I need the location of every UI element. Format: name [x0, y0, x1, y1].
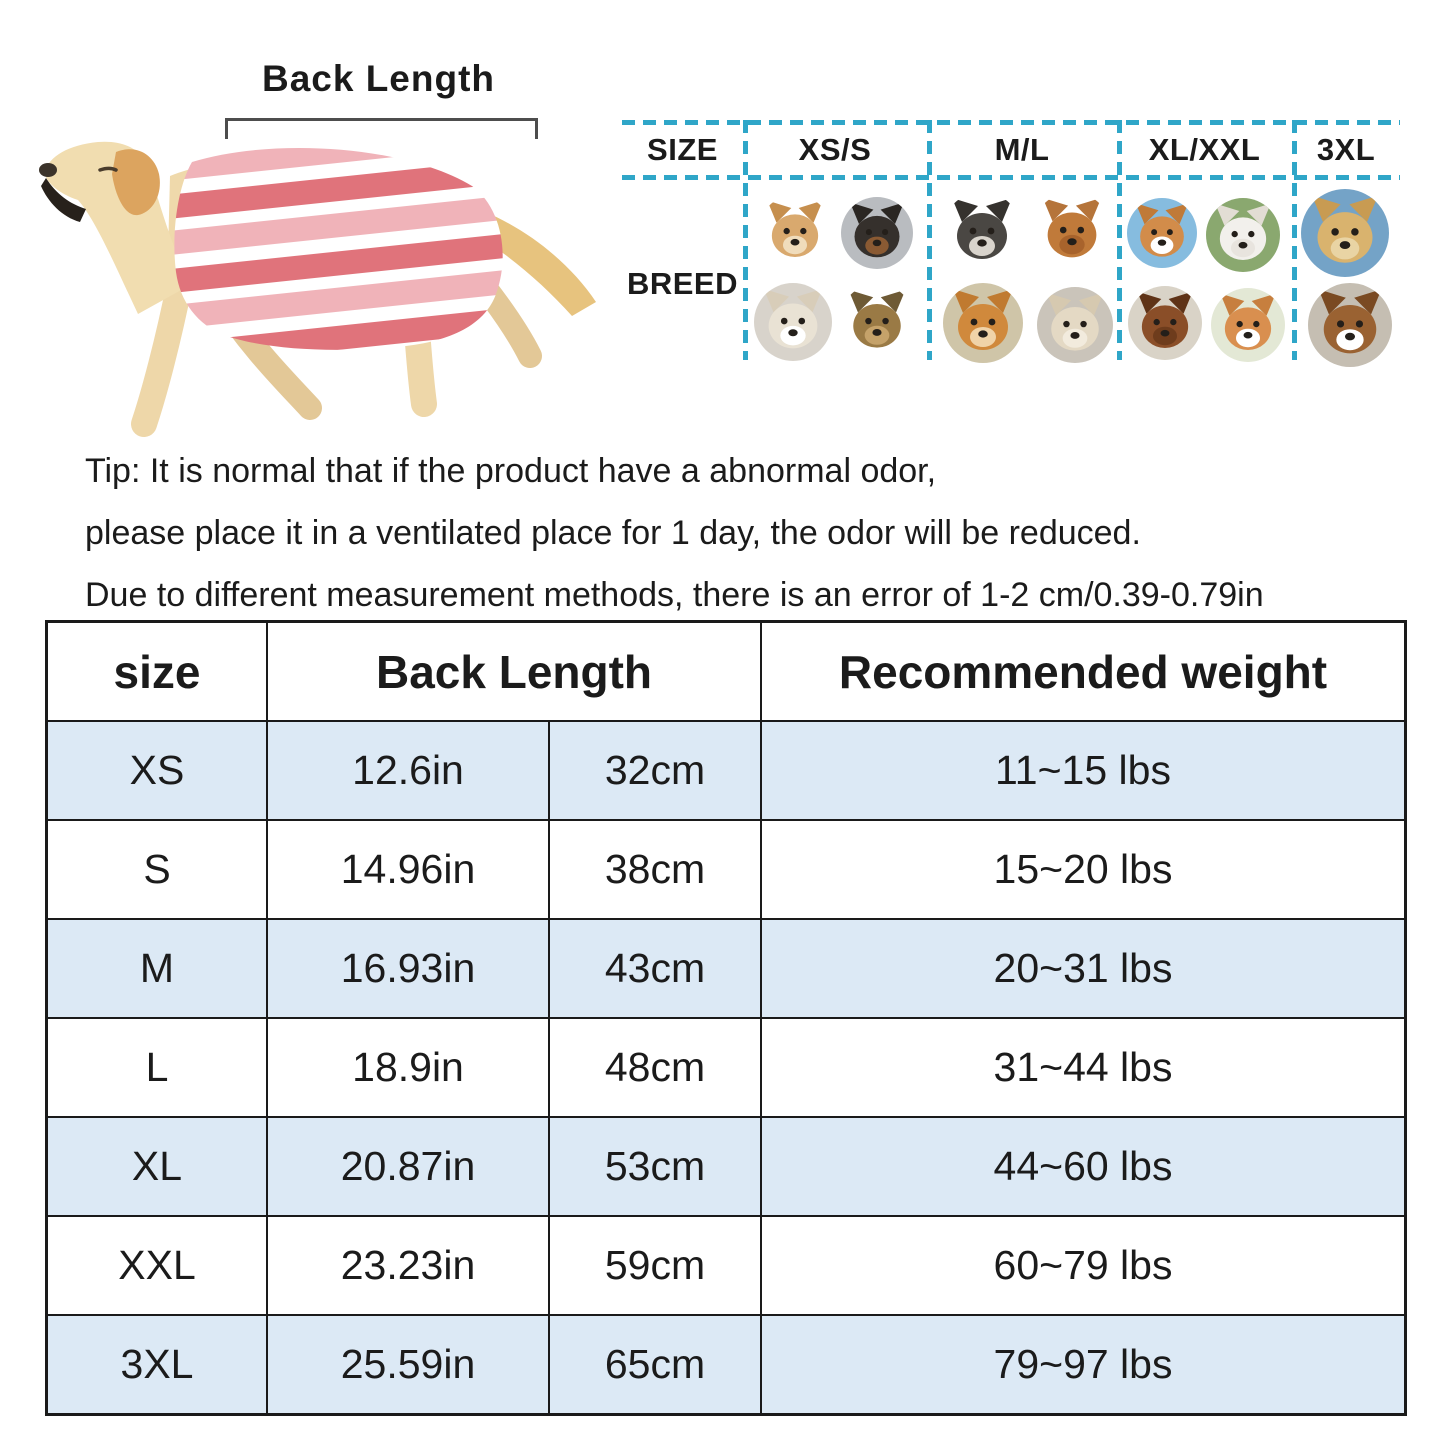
- breed-photo-corgi: [1127, 198, 1197, 268]
- weight-cell: 60~79 lbs: [760, 1217, 1404, 1314]
- back-length-cm-cell: 53cm: [548, 1118, 760, 1215]
- size-table-row-3xl: 3XL 25.59in 65cm 79~97 lbs: [48, 1314, 1404, 1413]
- size-table-header-row: size Back Length Recommended weight: [48, 623, 1404, 720]
- breed-photo-dachshund: [1128, 286, 1202, 360]
- breed-photo-rough-collie: [1308, 283, 1392, 367]
- dog-head: [44, 141, 192, 314]
- back-length-measurement-bracket: [225, 118, 538, 139]
- weight-cell: 31~44 lbs: [760, 1019, 1404, 1116]
- size-table-row-m: M 16.93in 43cm 20~31 lbs: [48, 918, 1404, 1017]
- size-table: size Back Length Recommended weight XS 1…: [45, 620, 1407, 1416]
- tip-line-2: please place it in a ventilated place fo…: [85, 514, 1141, 552]
- breed-table-divider-2: [927, 120, 932, 360]
- back-length-in-cell: 12.6in: [266, 722, 548, 819]
- size-table-row-xxl: XXL 23.23in 59cm 60~79 lbs: [48, 1215, 1404, 1314]
- back-length-cm-cell: 32cm: [548, 722, 760, 819]
- breed-table-divider-1: [743, 120, 748, 360]
- size-cell: S: [143, 846, 171, 892]
- product-dog-photo: [39, 141, 596, 437]
- size-table-row-l: L 18.9in 48cm 31~44 lbs: [48, 1017, 1404, 1116]
- back-length-cm-cell: 38cm: [548, 821, 760, 918]
- back-length-cm-cell: 65cm: [548, 1316, 760, 1413]
- tip-text: Tip: It is normal that if the product ha…: [85, 440, 1264, 626]
- size-cell: XS: [129, 747, 185, 793]
- back-length-in-cell: 18.9in: [266, 1019, 548, 1116]
- weight-cell: 11~15 lbs: [760, 722, 1404, 819]
- dog-eye: [98, 166, 118, 172]
- back-length-cm-cell: 43cm: [548, 920, 760, 1017]
- breed-photo-toy-poodle: [1033, 192, 1111, 270]
- size-table-header-weight: Recommended weight: [760, 623, 1404, 720]
- size-table-header-size: size: [113, 645, 201, 698]
- size-cell: 3XL: [120, 1341, 194, 1387]
- breed-table-col-m-l: M/L: [994, 132, 1050, 167]
- breed-table-divider-3: [1117, 120, 1122, 360]
- breed-table-divider-4: [1292, 120, 1297, 360]
- breed-table-col-xl-xxl: XL/XXL: [1148, 132, 1261, 167]
- breed-table-top-border: [622, 120, 1400, 125]
- back-length-in-cell: 14.96in: [266, 821, 548, 918]
- weight-cell: 15~20 lbs: [760, 821, 1404, 918]
- dog-nose: [39, 163, 57, 177]
- size-table-row-s: S 14.96in 38cm 15~20 lbs: [48, 819, 1404, 918]
- breed-table-col-3xl: 3XL: [1316, 132, 1376, 167]
- dog-mouth: [41, 178, 86, 222]
- back-length-in-cell: 20.87in: [266, 1118, 548, 1215]
- breed-photo-pomeranian: [943, 283, 1023, 363]
- breed-photo-yorkshire-terrier: [839, 284, 915, 360]
- breed-table-col-xs-s: XS/S: [798, 132, 872, 167]
- size-cell: M: [139, 945, 175, 991]
- size-table-row-xs: XS 12.6in 32cm 11~15 lbs: [48, 720, 1404, 819]
- back-length-label: Back Length: [261, 58, 496, 99]
- tip-line-3: Due to different measurement methods, th…: [85, 576, 1264, 614]
- back-length-in-cell: 23.23in: [266, 1217, 548, 1314]
- size-cell: XXL: [118, 1242, 196, 1288]
- breed-photo-shih-tzu: [754, 283, 832, 361]
- weight-cell: 20~31 lbs: [760, 920, 1404, 1017]
- size-table-header-back-length: Back Length: [266, 623, 760, 720]
- breed-table-header-divider: [622, 175, 1400, 180]
- breed-photo-bull-terrier: [1206, 198, 1280, 272]
- breed-table-breed-header: BREED: [626, 266, 738, 301]
- breed-photo-chihuahua: [758, 195, 832, 269]
- breed-photo-french-bulldog: [1037, 287, 1113, 363]
- dog-striped-pajamas: [174, 147, 503, 350]
- size-cell: L: [145, 1044, 169, 1090]
- breed-table-size-header: SIZE: [647, 132, 718, 167]
- breed-photo-labrador-retriever: [1301, 189, 1389, 277]
- tip-line-1: Tip: It is normal that if the product ha…: [85, 452, 937, 490]
- size-table-row-xl: XL 20.87in 53cm 44~60 lbs: [48, 1116, 1404, 1215]
- breed-photo-shiba-inu: [1211, 288, 1285, 362]
- dog-ear: [112, 149, 160, 216]
- back-length-in-cell: 25.59in: [266, 1316, 548, 1413]
- back-length-cm-cell: 48cm: [548, 1019, 760, 1116]
- weight-cell: 44~60 lbs: [760, 1118, 1404, 1215]
- breed-photo-schnauzer: [942, 192, 1022, 272]
- size-cell: XL: [131, 1143, 183, 1189]
- back-length-in-cell: 16.93in: [266, 920, 548, 1017]
- weight-cell: 79~97 lbs: [760, 1316, 1404, 1413]
- dog-near-front-leg: [131, 269, 193, 437]
- breed-photo-miniature-pinscher: [841, 197, 913, 269]
- back-length-cm-cell: 59cm: [548, 1217, 760, 1314]
